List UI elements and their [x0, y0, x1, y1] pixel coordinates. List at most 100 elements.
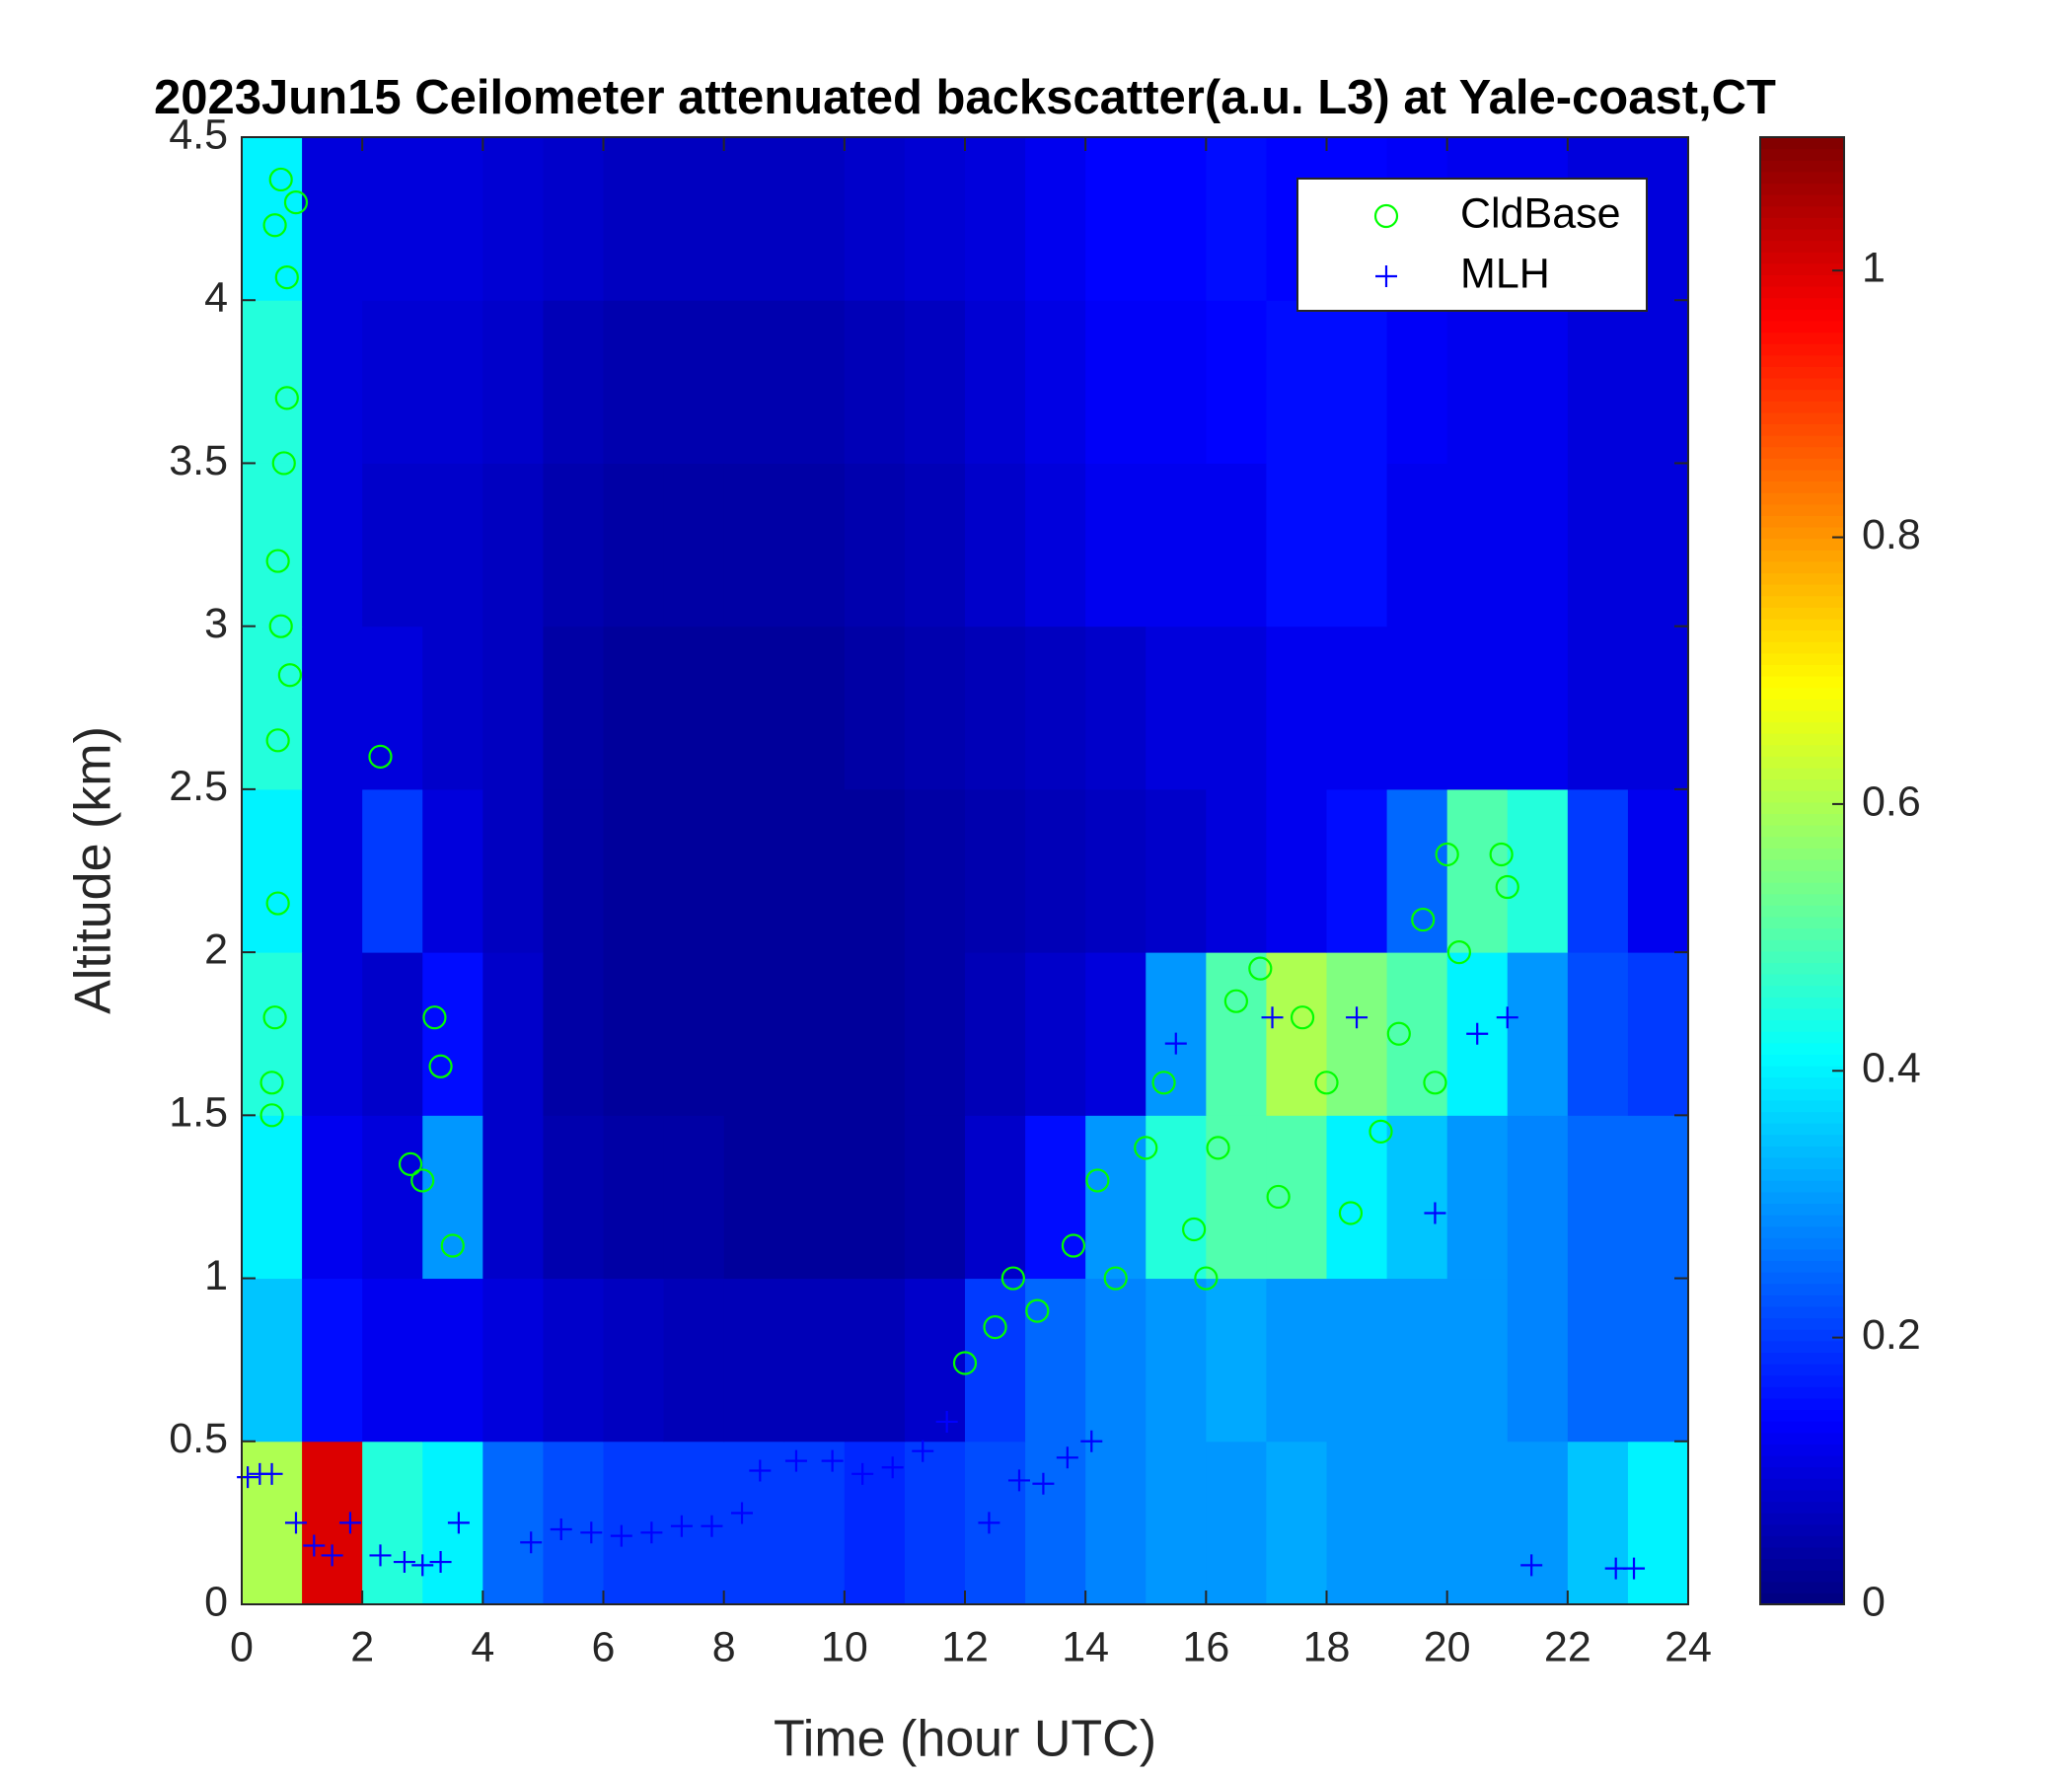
- colorbar-band: [1760, 183, 1844, 195]
- colorbar-band: [1760, 550, 1844, 562]
- mlh-point: [411, 1554, 434, 1577]
- mlh-point: [749, 1459, 772, 1482]
- cloud-base-point: [398, 1151, 423, 1177]
- mlh-point: [730, 1502, 753, 1524]
- x-axis-label: Time (hour UTC): [774, 1711, 1156, 1768]
- colorbar-band: [1760, 205, 1844, 218]
- colorbar-band: [1760, 1489, 1844, 1503]
- colorbar-band: [1760, 1352, 1844, 1365]
- mlh-point: [1032, 1472, 1055, 1495]
- y-tick-label: 0.5: [169, 1415, 228, 1462]
- heatmap-cell: [965, 300, 1026, 464]
- heatmap-cell: [723, 1278, 785, 1443]
- colorbar-band: [1760, 1581, 1844, 1593]
- heatmap-cell: [242, 137, 303, 301]
- colorbar-band: [1760, 377, 1844, 391]
- colorbar-band: [1760, 171, 1844, 185]
- heatmap-cell: [1085, 952, 1147, 1116]
- heatmap-cell: [1446, 1115, 1509, 1280]
- chart-title: 2023Jun15 Ceilometer attenuated backscat…: [154, 71, 1776, 124]
- heatmap-cell: [302, 300, 363, 464]
- heatmap-cell: [965, 463, 1026, 628]
- heatmap-cell: [904, 300, 966, 464]
- colorbar-band: [1760, 1191, 1844, 1204]
- colorbar-band: [1760, 778, 1844, 791]
- heatmap-cell: [362, 788, 423, 953]
- y-tick-label: 3: [204, 600, 228, 647]
- x-tick-label: 2: [350, 1623, 374, 1670]
- heatmap-cell: [723, 300, 785, 464]
- heatmap-cell: [1446, 300, 1509, 464]
- heatmap-cell: [422, 1115, 483, 1280]
- heatmap-cell: [663, 463, 725, 628]
- mlh-point: [338, 1512, 361, 1534]
- heatmap-cell: [1085, 1278, 1147, 1443]
- series-mlh: [237, 1006, 1646, 1580]
- colorbar-band: [1760, 194, 1844, 207]
- heatmap-cell: [1507, 952, 1569, 1116]
- cloud-base-point: [259, 1103, 284, 1128]
- colorbar-band: [1760, 1180, 1844, 1193]
- colorbar-band: [1760, 366, 1844, 379]
- colorbar-band: [1760, 1421, 1844, 1434]
- x-tick-label: 6: [592, 1623, 616, 1670]
- colorbar-band: [1760, 1248, 1844, 1262]
- mlh-point: [369, 1544, 392, 1567]
- cloud-base-point: [1103, 1266, 1128, 1291]
- heatmap-cell: [1507, 300, 1569, 464]
- heatmap-cell: [1507, 788, 1569, 953]
- heatmap-cell: [1326, 300, 1388, 464]
- colorbar-band: [1760, 1076, 1844, 1089]
- heatmap-cell: [723, 788, 785, 953]
- heatmap-cell: [302, 137, 363, 301]
- colorbar-band: [1760, 756, 1844, 769]
- colorbar-band: [1760, 1364, 1844, 1376]
- cloud-base-point: [1182, 1217, 1207, 1242]
- colorbar-band: [1760, 618, 1844, 631]
- heatmap-cell: [1567, 626, 1629, 790]
- heatmap-cell: [242, 626, 303, 790]
- heatmap-cell: [1386, 463, 1448, 628]
- heatmap-cell: [1266, 1115, 1327, 1280]
- cloud-base-point: [983, 1315, 1007, 1340]
- heatmap-cell: [783, 137, 846, 301]
- heatmap-cell: [663, 1441, 725, 1605]
- mlh-point: [1080, 1430, 1103, 1452]
- colorbar-band: [1760, 343, 1844, 356]
- colorbar-band: [1760, 962, 1844, 975]
- heatmap-cell: [844, 300, 906, 464]
- cloud-base-point: [265, 891, 290, 916]
- heatmap-cell: [1146, 626, 1207, 790]
- heatmap-cell: [783, 788, 846, 953]
- mlh-point: [1466, 1022, 1489, 1045]
- colorbar-band: [1760, 1478, 1844, 1491]
- colorbar-band: [1760, 411, 1844, 425]
- cloud-base-point: [440, 1233, 465, 1258]
- heatmap-cell: [422, 1278, 483, 1443]
- colorbar-band: [1760, 893, 1844, 906]
- heatmap-cell: [1326, 1115, 1388, 1280]
- x-tick-label: 8: [712, 1623, 736, 1670]
- mlh-point: [912, 1440, 934, 1462]
- colorbar-tick-label: 0.6: [1862, 777, 1921, 825]
- mlh-point: [1007, 1469, 1030, 1492]
- heatmap-cell: [1206, 1278, 1267, 1443]
- mlh-point: [393, 1551, 415, 1574]
- colorbar-band: [1760, 744, 1844, 757]
- colorbar-band: [1760, 309, 1844, 322]
- colorbar-band: [1760, 458, 1844, 471]
- colorbar-band: [1760, 1283, 1844, 1295]
- cloud-base-point: [1134, 1136, 1158, 1160]
- colorbar-band: [1760, 927, 1844, 940]
- colorbar-band: [1760, 320, 1844, 333]
- cloud-base-point: [1423, 1071, 1447, 1095]
- heatmap-cell: [543, 300, 604, 464]
- cloud-base-point: [1266, 1184, 1291, 1210]
- x-tick-label: 22: [1544, 1623, 1591, 1670]
- colorbar-band: [1760, 1237, 1844, 1250]
- heatmap-cell: [603, 137, 665, 301]
- cloud-base-point: [1411, 907, 1436, 932]
- heatmap-cell: [1206, 1115, 1267, 1280]
- heatmap-cell: [242, 1278, 303, 1443]
- x-tick-label: 20: [1424, 1623, 1471, 1670]
